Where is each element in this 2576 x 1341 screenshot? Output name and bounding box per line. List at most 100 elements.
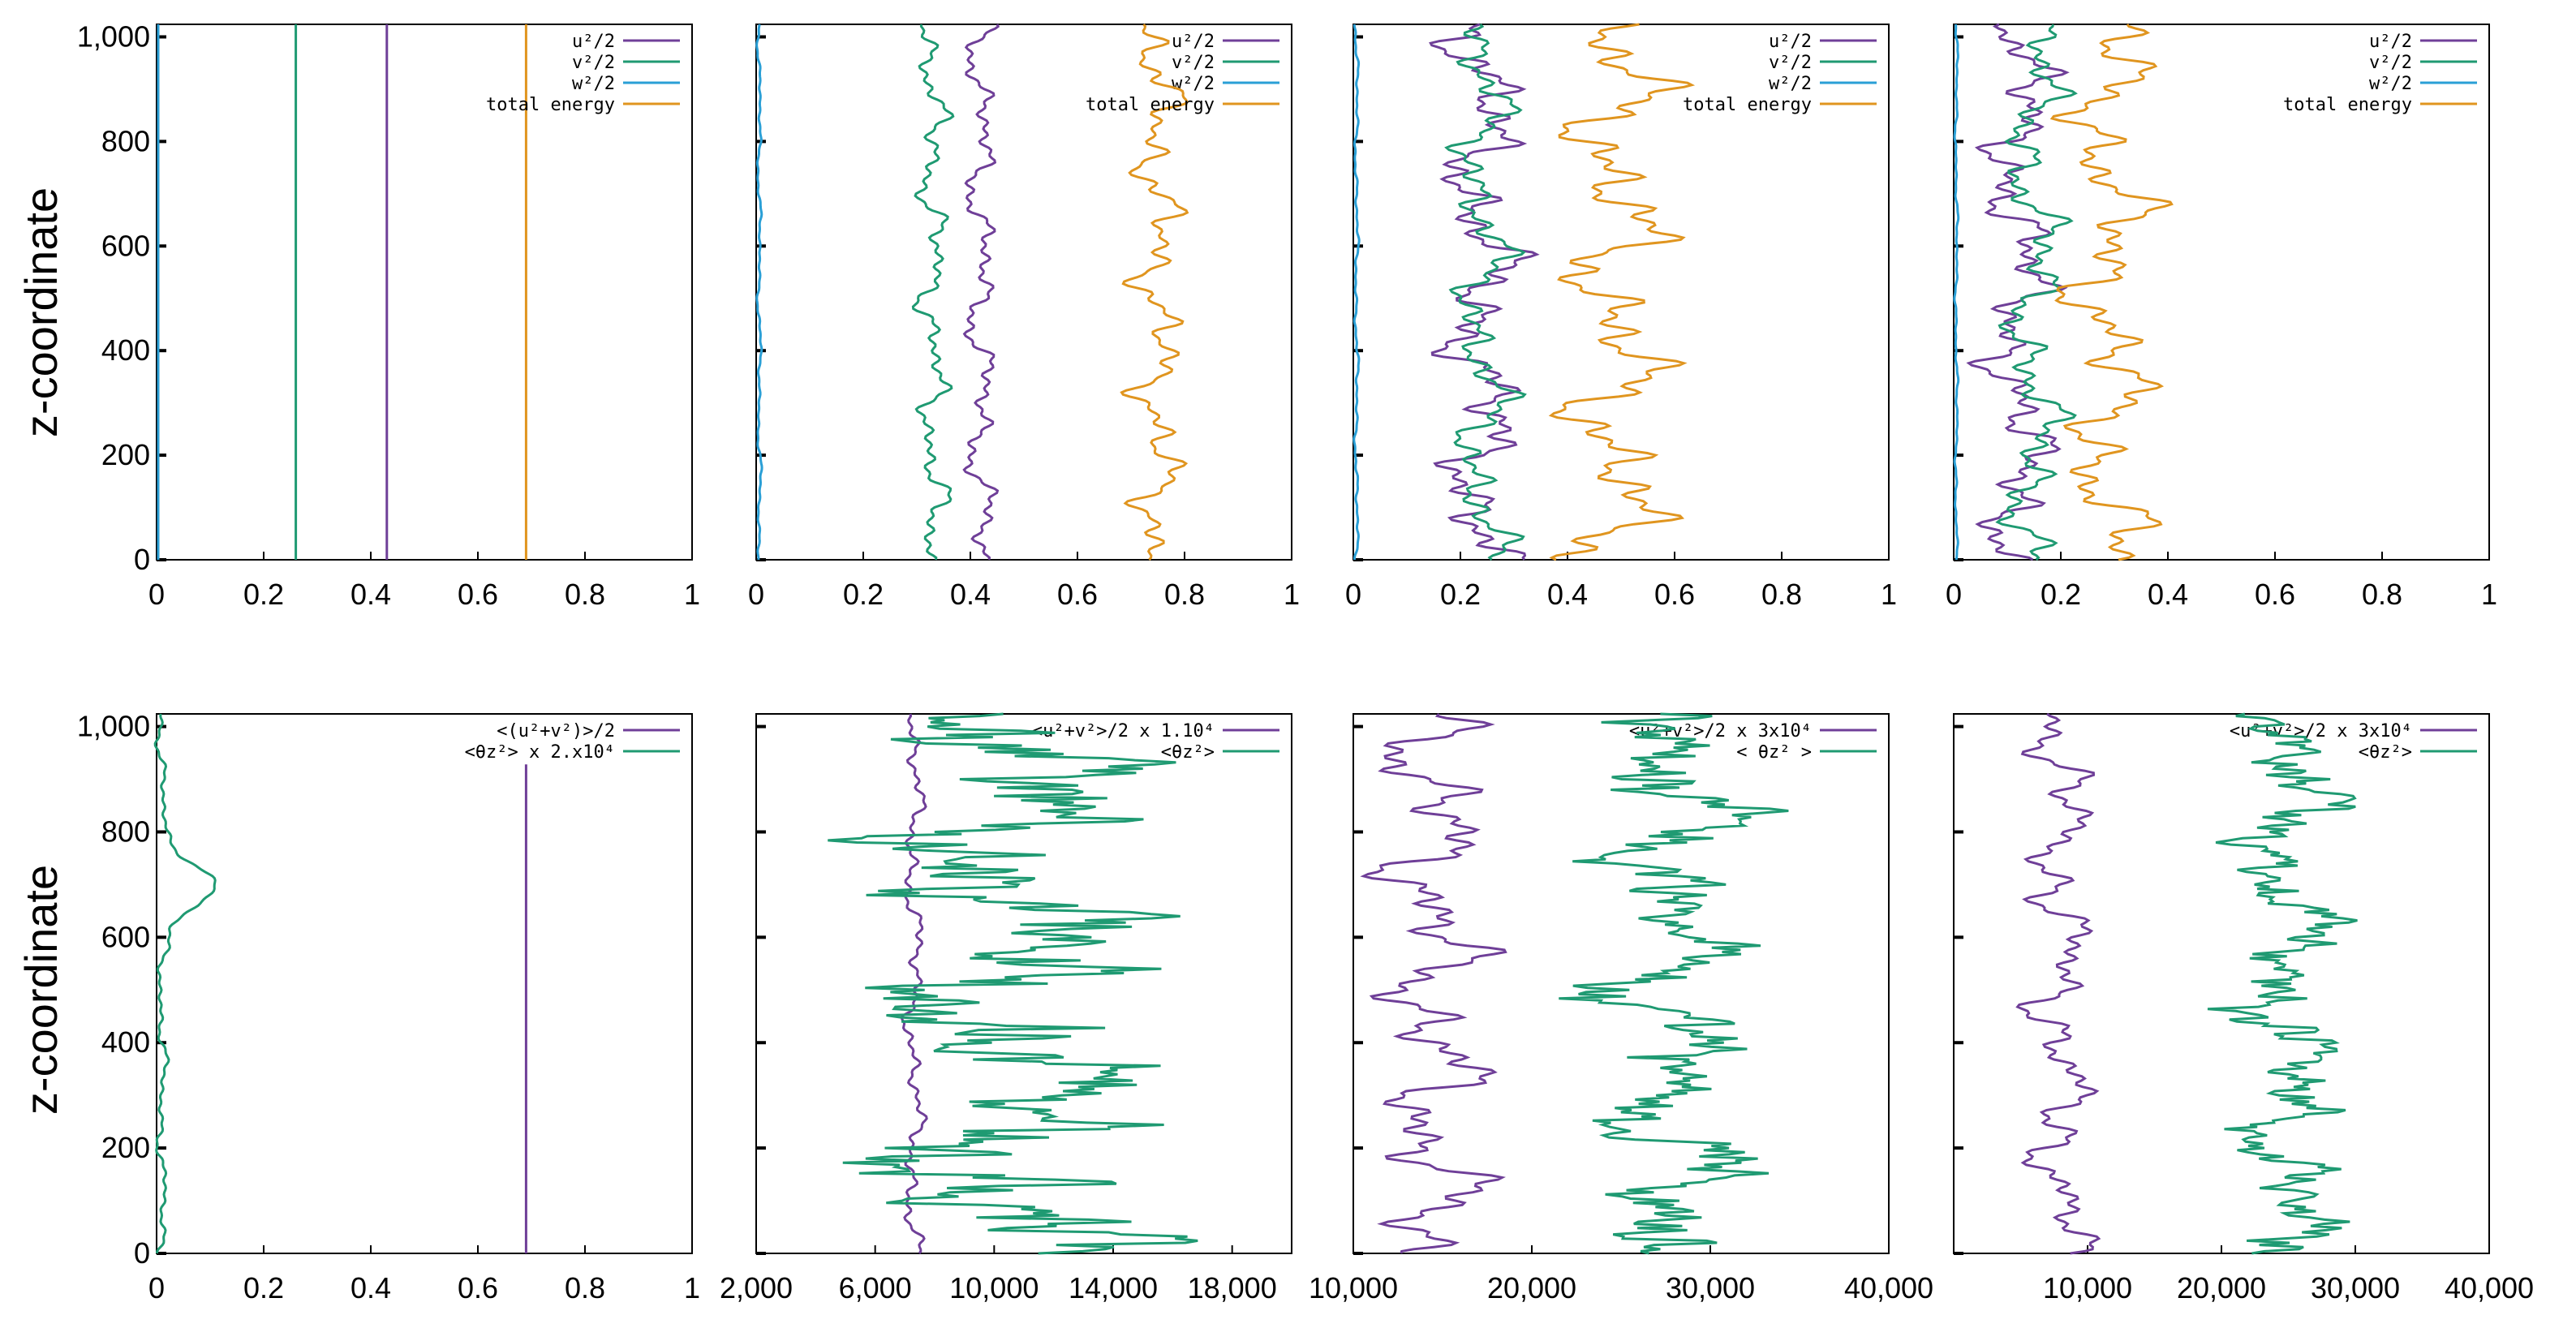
x-tick-label: 10,000 <box>949 1271 1039 1304</box>
legend-label: total energy <box>1683 95 1812 115</box>
x-tick-label: 0.6 <box>1057 578 1098 611</box>
plot-frame <box>1953 713 2490 1254</box>
x-tick-label: 0 <box>1345 578 1361 611</box>
x-tick-label: 10,000 <box>1309 1271 1398 1304</box>
series-line-3 <box>1953 24 1960 561</box>
legend-label: < θz² > <box>1736 742 1812 763</box>
legend-label: w²/2 <box>1769 74 1812 94</box>
x-tick-label: 0.8 <box>565 578 605 611</box>
x-tick-label: 0.8 <box>565 1271 605 1304</box>
legend-label: total energy <box>2283 95 2412 115</box>
legend-label: w²/2 <box>572 74 615 94</box>
x-tick-label: 1 <box>2481 578 2497 611</box>
y-tick-label: 800 <box>101 124 150 157</box>
x-tick-label: 0.4 <box>1547 578 1588 611</box>
legend-label: <θz²> <box>1161 742 1215 763</box>
x-tick-label: 0.4 <box>350 1271 391 1304</box>
x-tick-label: 0 <box>1946 578 1962 611</box>
y-tick-label: 1,000 <box>77 710 150 743</box>
x-tick-label: 0.8 <box>1164 578 1205 611</box>
x-tick-label: 0 <box>748 578 764 611</box>
y-tick-label: 600 <box>101 229 150 262</box>
legend-label: u²/2 <box>1769 32 1812 52</box>
x-tick-label: 2,000 <box>720 1271 793 1304</box>
series-line-2 <box>1444 23 1527 561</box>
panel-bottom-2: 2,000 6,000 10,000 14,000 18,000 <u²+v²>/2 x … <box>720 712 1292 1304</box>
series-line-1 <box>1360 713 1507 1254</box>
x-tick-label: 0.2 <box>243 578 284 611</box>
plot-frame <box>156 713 693 1254</box>
series-line-2 <box>911 24 955 561</box>
plot-frame <box>755 24 1292 561</box>
series-line-4 <box>1120 24 1189 561</box>
legend-label: <u²+v²>/2 x 1.10⁴ <box>1032 721 1215 741</box>
x-tick-label: 0.6 <box>2255 578 2295 611</box>
x-tick-label: 0.6 <box>1654 578 1695 611</box>
legend-label: v²/2 <box>1769 53 1812 73</box>
x-tick-label: 30,000 <box>2311 1271 2400 1304</box>
y-tick-label: 200 <box>101 438 150 471</box>
y-tick-label: 0 <box>134 543 150 576</box>
legend-label: <θz²> <box>2359 742 2412 763</box>
series-line-4 <box>1548 23 1696 561</box>
x-tick-label: 1 <box>1881 578 1897 611</box>
legend-label: v²/2 <box>2369 53 2412 73</box>
legend-label: total energy <box>486 95 615 115</box>
legend-label: u²/2 <box>572 32 615 52</box>
x-tick-label: 20,000 <box>1487 1271 1576 1304</box>
series-line-3 <box>755 24 763 560</box>
series-line-2 <box>1559 712 1789 1255</box>
legend-label: v²/2 <box>1172 53 1215 73</box>
legend-label: u²/2 <box>1172 32 1215 52</box>
y-tick-label: 200 <box>101 1131 150 1164</box>
series-line-4 <box>2049 24 2174 561</box>
panel-bottom-3: 10,000 20,000 30,000 40,000<u²+v²>/2 x 3x10… <box>1309 712 1933 1304</box>
x-tick-label: 0.8 <box>1761 578 1802 611</box>
y-tick-label: 1,000 <box>77 19 150 53</box>
x-tick-label: 6,000 <box>839 1271 912 1304</box>
series-line-3 <box>1353 24 1361 561</box>
x-tick-label: 10,000 <box>2043 1271 2132 1304</box>
y-axis-label-top: z-coordinate <box>15 187 67 437</box>
y-tick-label: 400 <box>101 333 150 367</box>
series-line-1 <box>1429 23 1540 561</box>
series-line-1 <box>900 713 928 1254</box>
x-tick-label: 0.2 <box>843 578 884 611</box>
y-tick-label: 400 <box>101 1025 150 1059</box>
plot-frame <box>1353 24 1890 561</box>
series-line-1 <box>962 24 1000 561</box>
x-tick-label: 0 <box>148 1271 165 1304</box>
x-tick-label: 0.4 <box>2148 578 2188 611</box>
x-tick-label: 0.6 <box>458 1271 498 1304</box>
x-tick-label: 40,000 <box>2445 1271 2534 1304</box>
x-tick-label: 1 <box>684 1271 700 1304</box>
x-tick-label: 40,000 <box>1844 1271 1933 1304</box>
x-tick-label: 0.2 <box>243 1271 284 1304</box>
legend-label: w²/2 <box>2369 74 2412 94</box>
series-line-2 <box>153 713 217 1254</box>
legend-label: u²/2 <box>2369 32 2412 52</box>
legend-label: <(u²+v²)>/2 <box>497 721 615 741</box>
series-line-2 <box>828 712 1198 1255</box>
y-tick-label: 0 <box>134 1236 150 1270</box>
x-tick-label: 0 <box>148 578 165 611</box>
x-tick-label: 0.6 <box>458 578 498 611</box>
panel-top-1: 0 0.2 0.4 0.6 0.8 1 0 200 400 600 800 1,000 u²/2v²/2… <box>77 19 700 611</box>
legend-label: <θz²> x 2.x10⁴ <box>465 742 615 763</box>
series-line-2 <box>1995 24 2078 561</box>
x-tick-label: 0.2 <box>1440 578 1481 611</box>
panel-bottom-4: 10,000 20,000 30,000 40,000<u²+v²>/2 x 3x10… <box>1953 712 2534 1304</box>
legend-label: w²/2 <box>1172 74 1215 94</box>
y-axis-label-bottom: z-coordinate <box>15 865 67 1115</box>
x-tick-label: 1 <box>684 578 700 611</box>
legend-label: v²/2 <box>572 53 615 73</box>
x-tick-label: 14,000 <box>1069 1271 1158 1304</box>
x-tick-label: 0.4 <box>350 578 391 611</box>
series-line-1 <box>2015 712 2101 1255</box>
x-tick-label: 0.8 <box>2362 578 2402 611</box>
legend-label: total energy <box>1086 95 1215 115</box>
